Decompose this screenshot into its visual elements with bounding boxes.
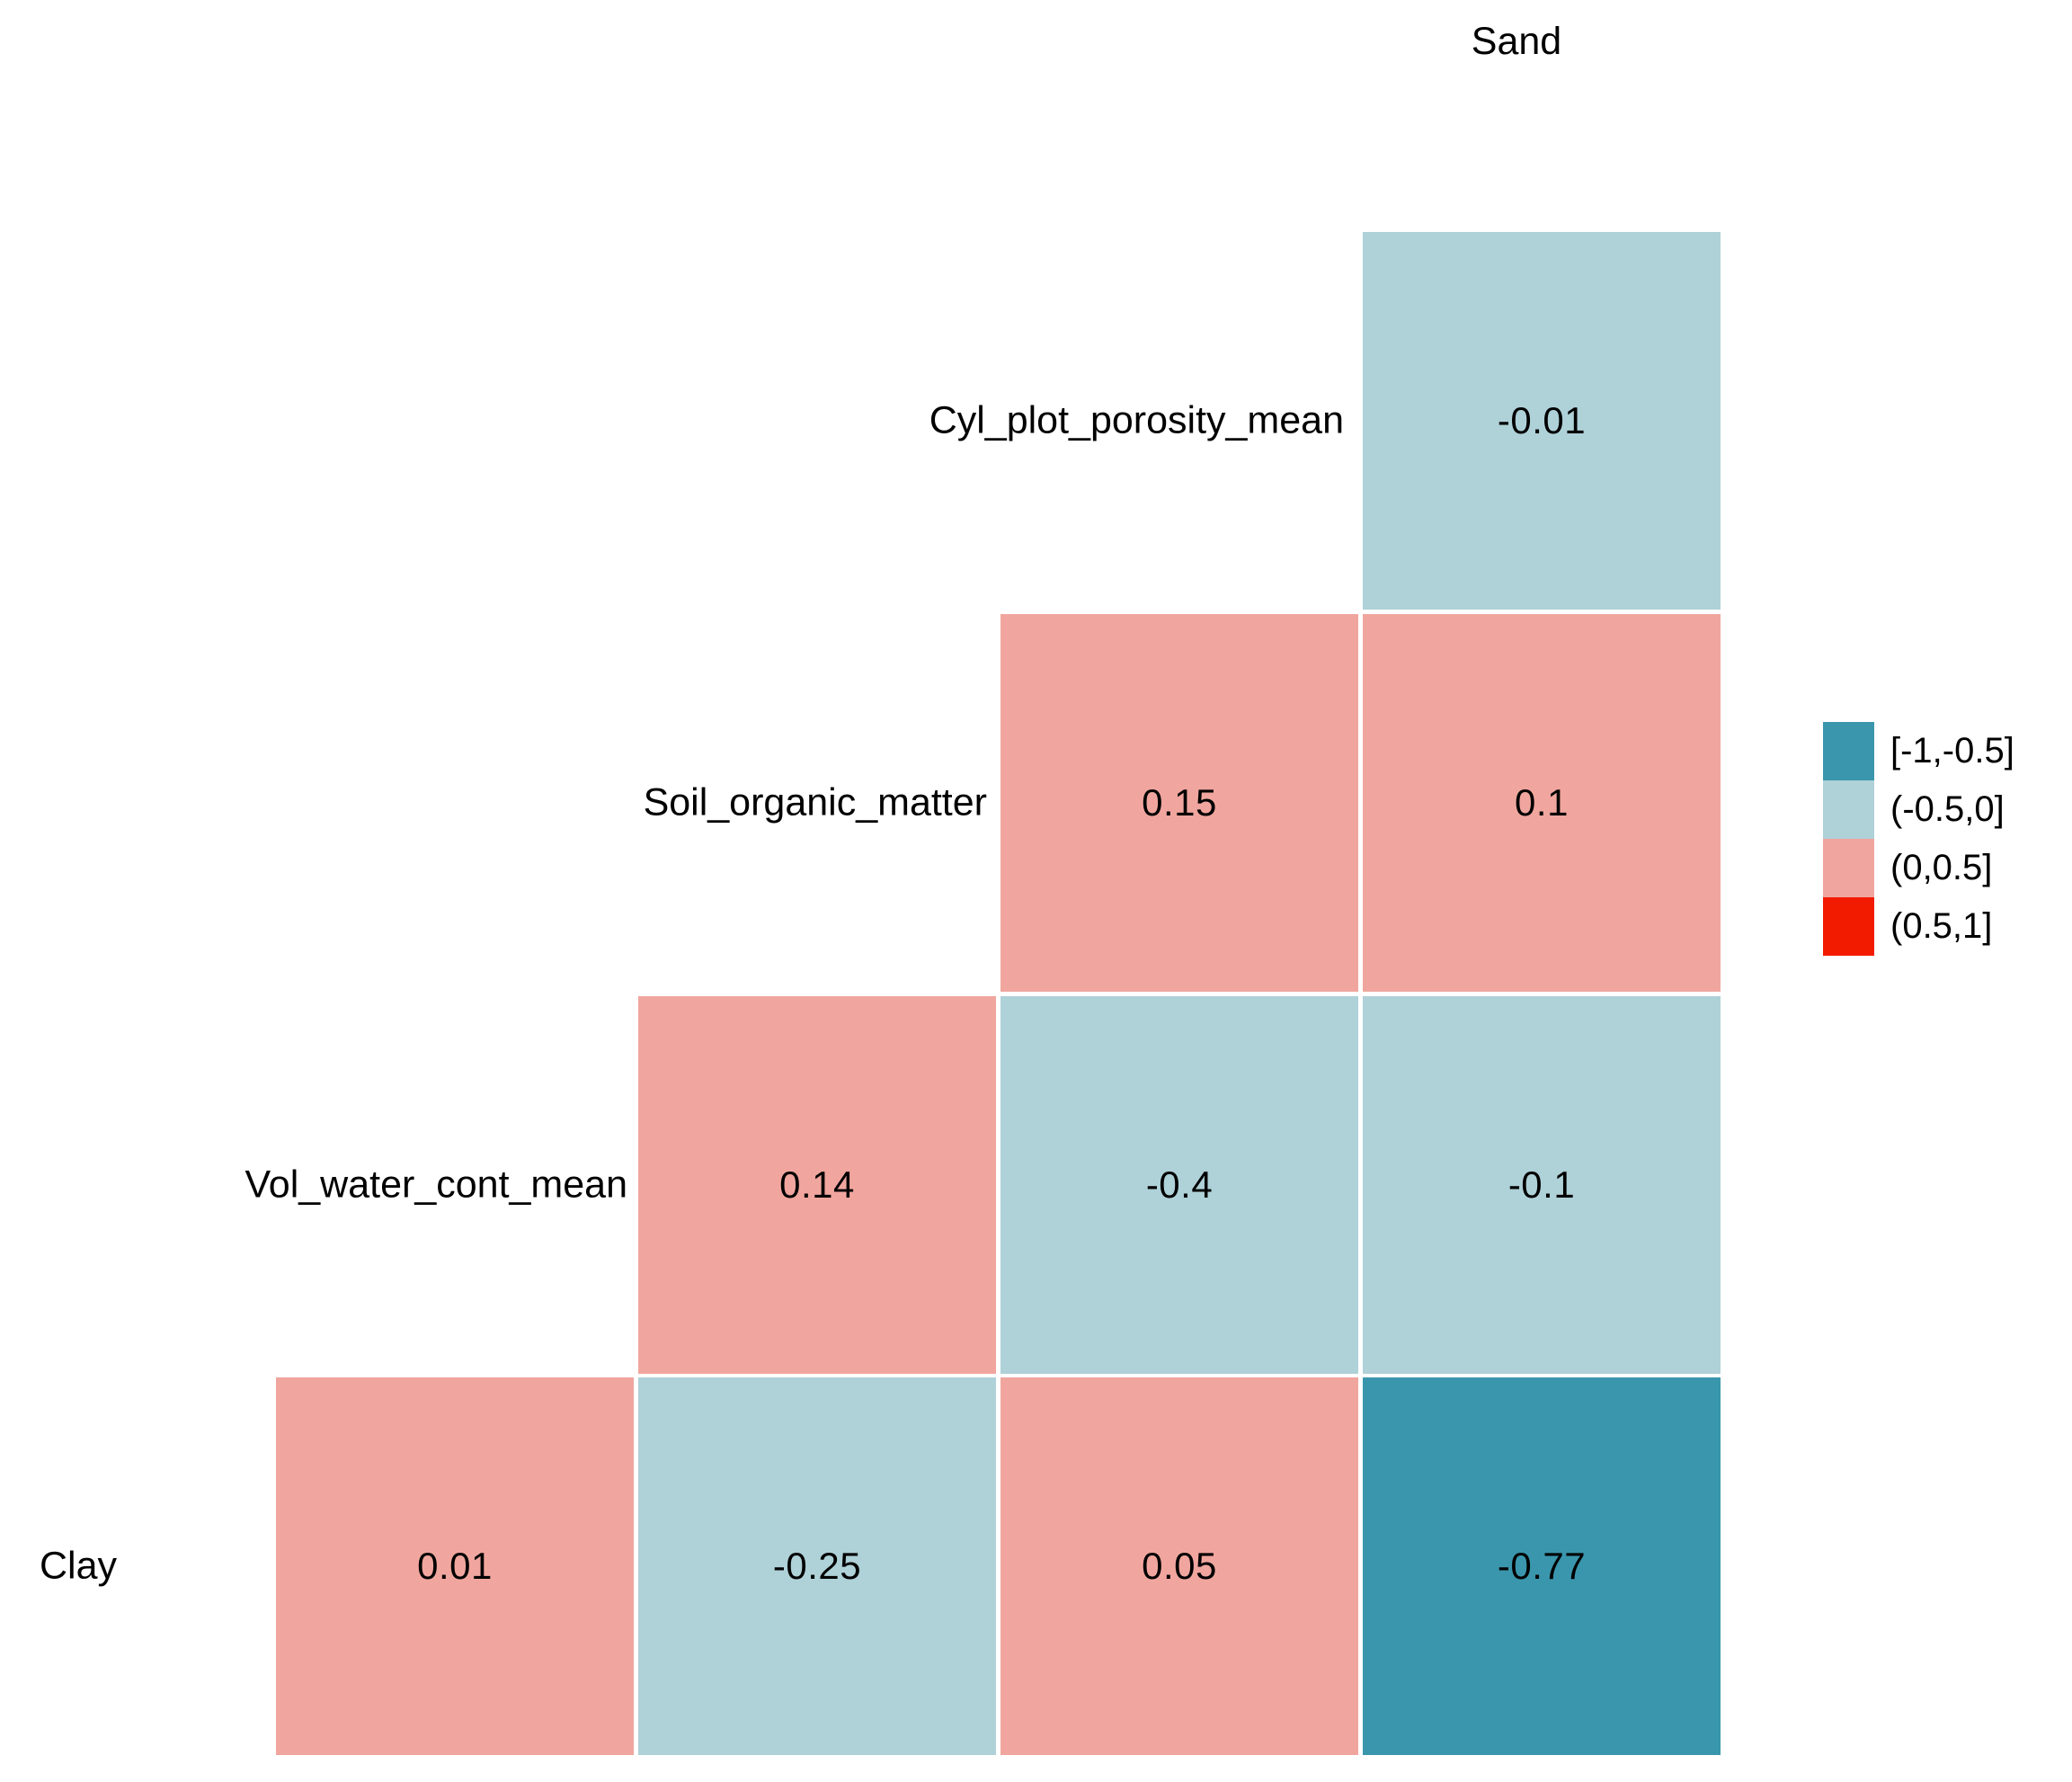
heatmap-cell: 0.1 (1363, 614, 1721, 992)
legend-label: (-0.5,0] (1890, 789, 2005, 829)
correlation-value: -0.01 (1497, 399, 1587, 441)
legend-swatch (1823, 839, 1874, 897)
legend-label: (0.5,1] (1890, 906, 1993, 946)
legend-label: (0,0.5] (1890, 848, 1993, 887)
correlation-value: -0.25 (772, 1545, 862, 1587)
heatmap-cell: -0.25 (638, 1377, 996, 1755)
row-label-cyl-plot-porosity-mean: Cyl_plot_porosity_mean (929, 398, 1344, 442)
correlation-value: -0.4 (1145, 1163, 1214, 1206)
column-label-sand: Sand (1471, 20, 1562, 63)
heatmap-cell: -0.77 (1363, 1377, 1721, 1755)
row-label-clay: Clay (39, 1544, 117, 1588)
correlation-value: -0.1 (1507, 1163, 1576, 1206)
correlation-value: 0.1 (1515, 781, 1569, 824)
heatmap-cell: -0.4 (1000, 996, 1358, 1374)
correlation-value: 0.01 (417, 1545, 493, 1587)
correlation-value: 0.05 (1142, 1545, 1217, 1587)
legend-swatch (1823, 722, 1874, 780)
row-label-vol-water-cont-mean: Vol_water_cont_mean (245, 1163, 627, 1207)
legend-label: [-1,-0.5] (1890, 731, 2014, 771)
correlation-value: 0.15 (1142, 781, 1217, 824)
heatmap-cell: 0.15 (1000, 614, 1358, 992)
heatmap-cell: -0.1 (1363, 996, 1721, 1374)
heatmap-cell: 0.05 (1000, 1377, 1358, 1755)
heatmap-cell: -0.01 (1363, 232, 1721, 610)
correlation-value: -0.77 (1497, 1545, 1587, 1587)
legend-swatch (1823, 780, 1874, 839)
correlation-value: 0.14 (779, 1163, 855, 1206)
heatmap-cell: 0.01 (276, 1377, 634, 1755)
legend-swatch (1823, 897, 1874, 956)
heatmap-cell: 0.14 (638, 996, 996, 1374)
row-label-soil-organic-matter: Soil_organic_matter (643, 780, 987, 824)
